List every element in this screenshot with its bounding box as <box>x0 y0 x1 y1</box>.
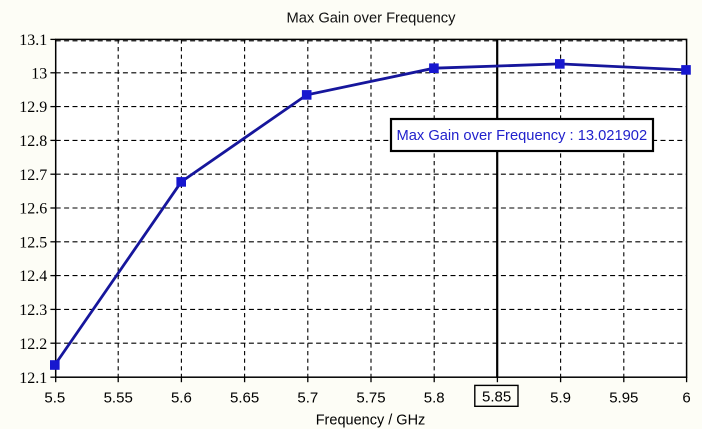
svg-text:6: 6 <box>682 389 690 406</box>
svg-text:Max Gain over Frequency: Max Gain over Frequency <box>287 11 457 27</box>
svg-text:12.5: 12.5 <box>19 234 47 251</box>
svg-text:5.8: 5.8 <box>424 389 445 406</box>
svg-text:Frequency / GHz: Frequency / GHz <box>316 412 426 428</box>
svg-text:5.65: 5.65 <box>230 389 259 406</box>
svg-text:5.9: 5.9 <box>550 389 571 406</box>
svg-text:12.6: 12.6 <box>19 201 47 218</box>
svg-text:12.1: 12.1 <box>19 370 47 387</box>
svg-text:5.75: 5.75 <box>356 389 385 406</box>
svg-text:12.3: 12.3 <box>19 302 47 319</box>
svg-text:5.85: 5.85 <box>482 389 511 406</box>
svg-text:12.4: 12.4 <box>19 268 47 285</box>
svg-text:5.7: 5.7 <box>297 389 318 406</box>
svg-text:13: 13 <box>31 65 47 82</box>
svg-text:12.2: 12.2 <box>19 336 47 353</box>
svg-text:12.8: 12.8 <box>19 133 47 150</box>
svg-text:13.1: 13.1 <box>19 32 47 49</box>
svg-text:12.9: 12.9 <box>19 99 47 116</box>
svg-text:5.95: 5.95 <box>609 389 638 406</box>
svg-text:5.55: 5.55 <box>104 389 133 406</box>
svg-text:5.6: 5.6 <box>171 389 192 406</box>
svg-text:5.5: 5.5 <box>44 389 65 406</box>
svg-text:12.7: 12.7 <box>19 167 47 184</box>
svg-text:Max Gain over Frequency : 13.0: Max Gain over Frequency : 13.021902 <box>397 128 648 144</box>
